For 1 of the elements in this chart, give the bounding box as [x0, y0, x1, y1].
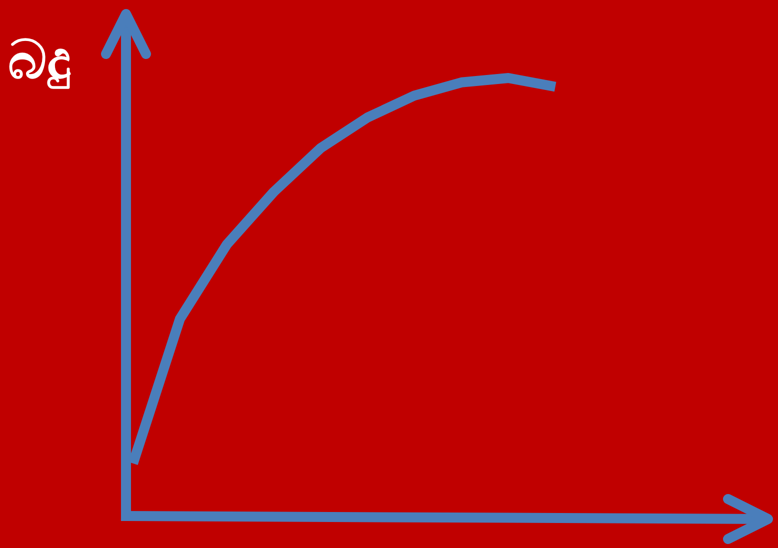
ylabel: බදු — [8, 30, 71, 90]
